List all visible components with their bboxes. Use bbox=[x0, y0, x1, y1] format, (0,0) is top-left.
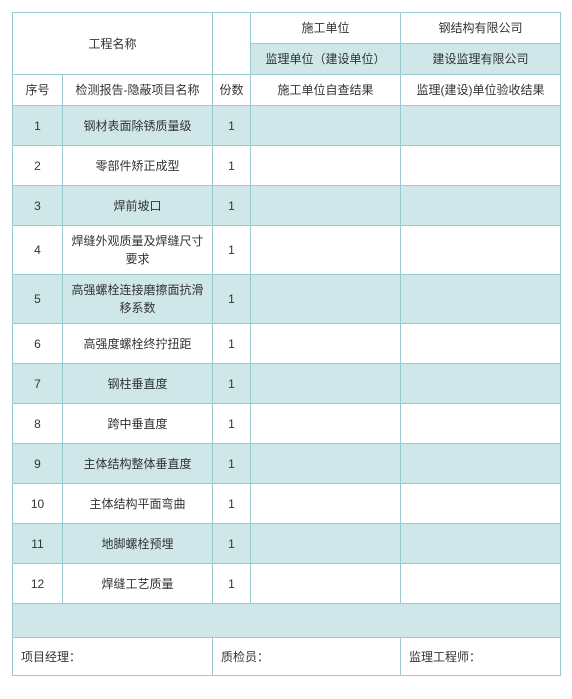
cell-accept bbox=[401, 186, 561, 226]
cell-accept bbox=[401, 226, 561, 275]
table-row: 11地脚螺栓预埋1 bbox=[13, 524, 561, 564]
construction-unit-label: 施工单位 bbox=[251, 13, 401, 44]
cell-seq: 10 bbox=[13, 484, 63, 524]
col-copies: 份数 bbox=[213, 75, 251, 106]
cell-self bbox=[251, 444, 401, 484]
col-self-check: 施工单位自查结果 bbox=[251, 75, 401, 106]
cell-seq: 6 bbox=[13, 324, 63, 364]
cell-self bbox=[251, 324, 401, 364]
cell-name: 主体结构平面弯曲 bbox=[63, 484, 213, 524]
cell-name: 焊缝外观质量及焊缝尺寸要求 bbox=[63, 226, 213, 275]
project-name-label: 工程名称 bbox=[13, 13, 213, 75]
construction-unit-value: 钢结构有限公司 bbox=[401, 13, 561, 44]
table-row: 6高强度螺栓终拧扭距1 bbox=[13, 324, 561, 364]
cell-self bbox=[251, 275, 401, 324]
cell-copies: 1 bbox=[213, 324, 251, 364]
cell-accept bbox=[401, 404, 561, 444]
cell-accept bbox=[401, 524, 561, 564]
cell-copies: 1 bbox=[213, 226, 251, 275]
cell-name: 钢柱垂直度 bbox=[63, 364, 213, 404]
cell-accept bbox=[401, 275, 561, 324]
cell-copies: 1 bbox=[213, 106, 251, 146]
cell-self bbox=[251, 484, 401, 524]
table-row: 4焊缝外观质量及焊缝尺寸要求1 bbox=[13, 226, 561, 275]
supervision-unit-value: 建设监理有限公司 bbox=[401, 44, 561, 75]
cell-name: 零部件矫正成型 bbox=[63, 146, 213, 186]
cell-copies: 1 bbox=[213, 524, 251, 564]
cell-copies: 1 bbox=[213, 364, 251, 404]
cell-accept bbox=[401, 484, 561, 524]
project-manager-label: 项目经理： bbox=[13, 638, 213, 676]
col-acceptance: 监理(建设)单位验收结果 bbox=[401, 75, 561, 106]
cell-seq: 7 bbox=[13, 364, 63, 404]
cell-seq: 8 bbox=[13, 404, 63, 444]
cell-accept bbox=[401, 364, 561, 404]
cell-seq: 2 bbox=[13, 146, 63, 186]
cell-copies: 1 bbox=[213, 275, 251, 324]
cell-seq: 12 bbox=[13, 564, 63, 604]
table-row: 2零部件矫正成型1 bbox=[13, 146, 561, 186]
cell-seq: 3 bbox=[13, 186, 63, 226]
table-row: 5高强螺栓连接磨擦面抗滑移系数1 bbox=[13, 275, 561, 324]
cell-name: 主体结构整体垂直度 bbox=[63, 444, 213, 484]
cell-self bbox=[251, 564, 401, 604]
table-row: 3焊前坡口1 bbox=[13, 186, 561, 226]
cell-seq: 5 bbox=[13, 275, 63, 324]
cell-seq: 11 bbox=[13, 524, 63, 564]
blank-cell bbox=[213, 13, 251, 75]
cell-self bbox=[251, 524, 401, 564]
column-header-row: 序号 检测报告-隐蔽项目名称 份数 施工单位自查结果 监理(建设)单位验收结果 bbox=[13, 75, 561, 106]
cell-self bbox=[251, 226, 401, 275]
cell-accept bbox=[401, 146, 561, 186]
cell-name: 高强螺栓连接磨擦面抗滑移系数 bbox=[63, 275, 213, 324]
table-row: 1钢材表面除锈质量级1 bbox=[13, 106, 561, 146]
spacer-row bbox=[13, 604, 561, 638]
cell-accept bbox=[401, 444, 561, 484]
cell-copies: 1 bbox=[213, 444, 251, 484]
cell-name: 跨中垂直度 bbox=[63, 404, 213, 444]
cell-seq: 4 bbox=[13, 226, 63, 275]
cell-name: 高强度螺栓终拧扭距 bbox=[63, 324, 213, 364]
col-item-name: 检测报告-隐蔽项目名称 bbox=[63, 75, 213, 106]
inspector-label: 质检员： bbox=[213, 638, 401, 676]
cell-name: 焊前坡口 bbox=[63, 186, 213, 226]
cell-copies: 1 bbox=[213, 146, 251, 186]
footer-row: 项目经理： 质检员： 监理工程师： bbox=[13, 638, 561, 676]
cell-copies: 1 bbox=[213, 404, 251, 444]
header-row-1: 工程名称 施工单位 钢结构有限公司 bbox=[13, 13, 561, 44]
cell-copies: 1 bbox=[213, 484, 251, 524]
cell-seq: 1 bbox=[13, 106, 63, 146]
cell-accept bbox=[401, 324, 561, 364]
cell-accept bbox=[401, 106, 561, 146]
cell-copies: 1 bbox=[213, 564, 251, 604]
supervising-engineer-label: 监理工程师： bbox=[401, 638, 561, 676]
cell-seq: 9 bbox=[13, 444, 63, 484]
cell-self bbox=[251, 404, 401, 444]
table-row: 9主体结构整体垂直度1 bbox=[13, 444, 561, 484]
table-row: 7钢柱垂直度1 bbox=[13, 364, 561, 404]
cell-self bbox=[251, 364, 401, 404]
col-seq: 序号 bbox=[13, 75, 63, 106]
cell-name: 地脚螺栓预埋 bbox=[63, 524, 213, 564]
cell-name: 焊缝工艺质量 bbox=[63, 564, 213, 604]
cell-name: 钢材表面除锈质量级 bbox=[63, 106, 213, 146]
cell-self bbox=[251, 106, 401, 146]
table-row: 12焊缝工艺质量1 bbox=[13, 564, 561, 604]
inspection-table: 工程名称 施工单位 钢结构有限公司 监理单位（建设单位） 建设监理有限公司 序号… bbox=[12, 12, 561, 676]
cell-copies: 1 bbox=[213, 186, 251, 226]
table-row: 8跨中垂直度1 bbox=[13, 404, 561, 444]
cell-accept bbox=[401, 564, 561, 604]
table-row: 10主体结构平面弯曲1 bbox=[13, 484, 561, 524]
supervision-unit-label: 监理单位（建设单位） bbox=[251, 44, 401, 75]
cell-self bbox=[251, 146, 401, 186]
cell-self bbox=[251, 186, 401, 226]
